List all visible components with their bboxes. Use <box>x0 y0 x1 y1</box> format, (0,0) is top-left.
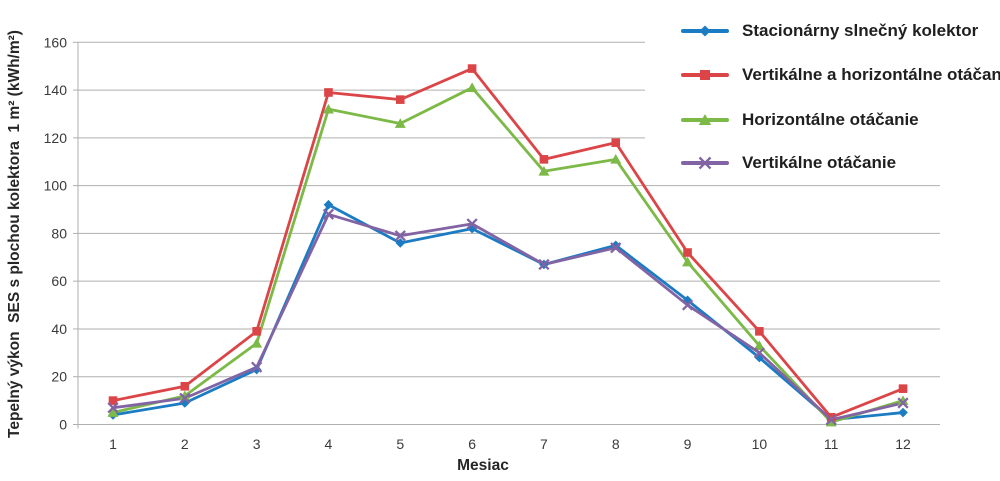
svg-text:5: 5 <box>396 436 404 452</box>
y-axis-title: Tepelný výkon SES s plochou kolektora 1 … <box>6 30 23 438</box>
svg-text:3: 3 <box>253 436 261 452</box>
legend-label: Vertikálne a horizontálne otáčanie <box>742 65 1000 84</box>
legend-item-vertical-tracking: Vertikálne otáčanie <box>681 151 896 175</box>
svg-text:20: 20 <box>51 369 67 385</box>
svg-text:60: 60 <box>51 273 67 289</box>
svg-text:40: 40 <box>51 321 67 337</box>
svg-text:80: 80 <box>51 225 67 241</box>
svg-text:1: 1 <box>109 436 117 452</box>
legend-marker-diamond-icon <box>681 25 729 37</box>
svg-text:9: 9 <box>684 436 692 452</box>
legend-marker-triangle-icon <box>681 114 729 125</box>
svg-text:0: 0 <box>59 417 67 433</box>
svg-text:120: 120 <box>44 130 68 146</box>
legend-label: Vertikálne otáčanie <box>742 153 897 172</box>
svg-text:2: 2 <box>181 436 189 452</box>
svg-text:4: 4 <box>325 436 333 452</box>
svg-text:6: 6 <box>468 436 476 452</box>
svg-text:10: 10 <box>752 436 768 452</box>
x-axis-title: Mesiac <box>457 457 509 474</box>
legend-label: Stacionárny slnečný kolektor <box>742 21 979 40</box>
svg-text:140: 140 <box>44 82 68 98</box>
svg-text:7: 7 <box>540 436 548 452</box>
svg-text:160: 160 <box>44 34 68 50</box>
svg-text:12: 12 <box>895 436 911 452</box>
legend-marker-x-icon <box>681 156 729 170</box>
legend-marker-square-icon <box>681 70 729 80</box>
svg-text:100: 100 <box>44 178 68 194</box>
legend-item-stationary-collector: Stacionárny slnečný kolektor <box>681 19 978 43</box>
chart-legend: Stacionárny slnečný kolektor Vertikálne … <box>645 8 1000 178</box>
svg-text:11: 11 <box>824 436 839 452</box>
legend-item-horizontal-tracking: Horizontálne otáčanie <box>681 108 919 132</box>
legend-label: Horizontálne otáčanie <box>742 110 919 129</box>
legend-item-vertical-horizontal-tracking: Vertikálne a horizontálne otáčanie <box>681 63 1000 87</box>
svg-text:8: 8 <box>612 436 620 452</box>
